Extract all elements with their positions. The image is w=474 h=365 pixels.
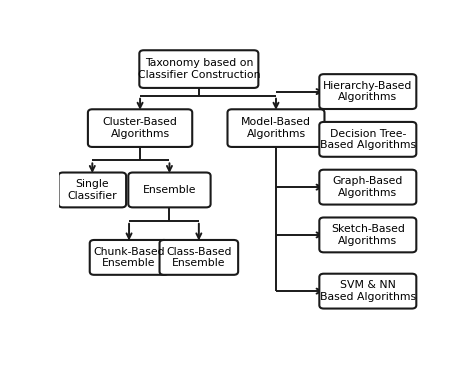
Text: Graph-Based
Algorithms: Graph-Based Algorithms (333, 176, 403, 198)
Text: Decision Tree-
Based Algorithms: Decision Tree- Based Algorithms (320, 128, 416, 150)
Text: Ensemble: Ensemble (143, 185, 196, 195)
Text: SVM & NN
Based Algorithms: SVM & NN Based Algorithms (320, 280, 416, 302)
FancyBboxPatch shape (128, 173, 210, 207)
FancyBboxPatch shape (88, 109, 192, 147)
FancyBboxPatch shape (319, 274, 416, 308)
Text: Class-Based
Ensemble: Class-Based Ensemble (166, 247, 232, 268)
Text: Model-Based
Algorithms: Model-Based Algorithms (241, 117, 311, 139)
FancyBboxPatch shape (139, 50, 258, 88)
FancyBboxPatch shape (90, 240, 168, 275)
Text: Hierarchy-Based
Algorithms: Hierarchy-Based Algorithms (323, 81, 412, 102)
FancyBboxPatch shape (58, 173, 126, 207)
FancyBboxPatch shape (319, 122, 416, 157)
FancyBboxPatch shape (228, 109, 325, 147)
FancyBboxPatch shape (319, 170, 416, 204)
Text: Chunk-Based
Ensemble: Chunk-Based Ensemble (93, 247, 165, 268)
Text: Sketch-Based
Algorithms: Sketch-Based Algorithms (331, 224, 405, 246)
Text: Single
Classifier: Single Classifier (67, 179, 117, 201)
FancyBboxPatch shape (319, 218, 416, 252)
Text: Taxonomy based on
Classifier Construction: Taxonomy based on Classifier Constructio… (137, 58, 260, 80)
FancyBboxPatch shape (160, 240, 238, 275)
Text: Cluster-Based
Algorithms: Cluster-Based Algorithms (103, 117, 177, 139)
FancyBboxPatch shape (319, 74, 416, 109)
